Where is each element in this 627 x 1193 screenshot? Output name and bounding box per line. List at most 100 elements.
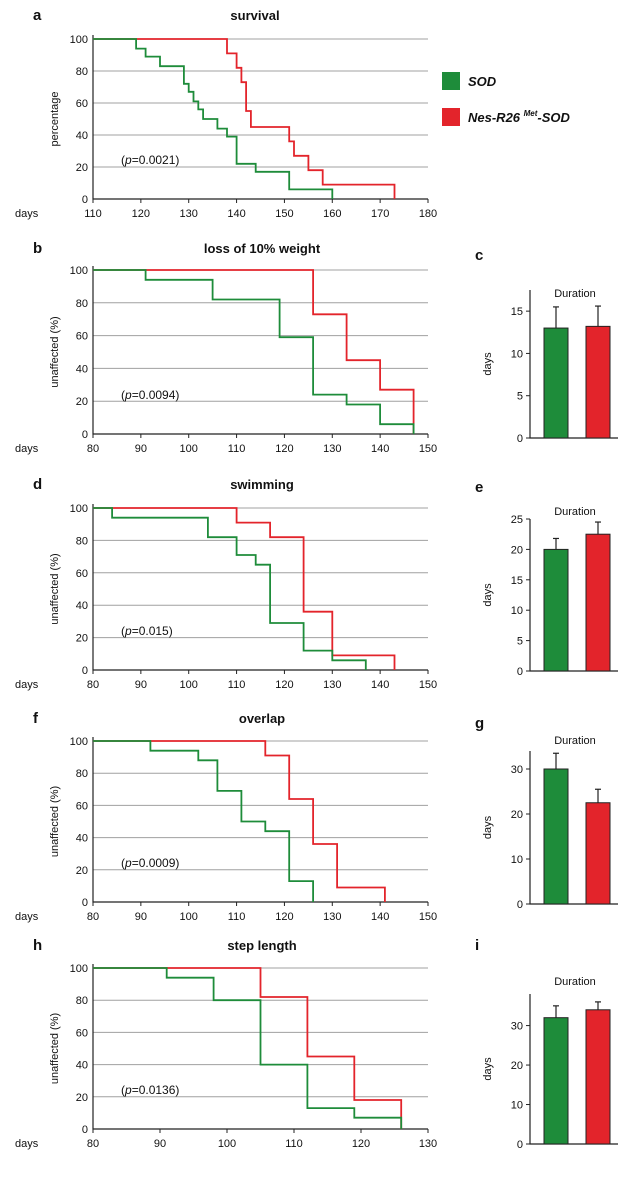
x-tick-label: 80 xyxy=(87,911,99,923)
bar-nes xyxy=(585,325,611,439)
y-tick-label: 40 xyxy=(76,833,88,845)
y-tick-label: 20 xyxy=(511,809,523,821)
y-tick-label: 5 xyxy=(517,636,523,648)
y-tick-label: 80 xyxy=(76,535,88,547)
x-tick-label: 80 xyxy=(87,679,99,691)
panel-letter-h: h xyxy=(33,937,42,954)
x-tick-label: 110 xyxy=(228,911,246,923)
y-tick-label: 20 xyxy=(76,865,88,877)
p-value-f: (p=0.0009) xyxy=(121,856,179,870)
x-tick-label: 130 xyxy=(419,1138,437,1150)
y-tick-label: 40 xyxy=(76,1060,88,1072)
x-tick-label: 150 xyxy=(419,911,437,923)
p-value-d: (p=0.015) xyxy=(121,624,173,638)
series-line-sod xyxy=(93,967,403,1129)
y-tick-label: 0 xyxy=(82,429,88,441)
y-tick-label: 15 xyxy=(511,306,523,318)
bar-sod xyxy=(543,768,569,905)
legend-label-tail: -SOD xyxy=(537,110,570,125)
x-tick-label: 100 xyxy=(180,679,198,691)
panel-letter-g: g xyxy=(475,715,484,732)
bar-subtitle-c: Duration xyxy=(554,288,596,300)
x-tick-label: 90 xyxy=(135,679,147,691)
y-axis-label-d: unaffected (%) xyxy=(49,553,61,624)
y-tick-label: 40 xyxy=(76,130,88,142)
y-tick-label: 80 xyxy=(76,995,88,1007)
axes-a xyxy=(92,35,428,200)
bar-y-label-g: days xyxy=(482,815,494,839)
y-tick-label: 20 xyxy=(76,1092,88,1104)
x-tick-label: 170 xyxy=(371,208,389,220)
bar-subtitle-e: Duration xyxy=(554,506,596,518)
x-tick-label: 90 xyxy=(154,1138,166,1150)
x-tick-label: 110 xyxy=(285,1138,303,1150)
panel-b: b loss of 10% weight 0 20 40 60 80 100 80 90 100 11… xyxy=(15,240,437,455)
x-tick-label: 180 xyxy=(419,208,437,220)
panel-i: i Duration 0 10 20 30 days xyxy=(475,937,618,1151)
series-line-nes xyxy=(93,740,386,902)
y-tick-label: 10 xyxy=(511,605,523,617)
y-tick-label: 15 xyxy=(511,575,523,587)
legend-swatch-sod xyxy=(442,72,460,90)
p-value-a: (p=0.0021) xyxy=(121,153,179,167)
y-tick-label: 100 xyxy=(70,265,88,277)
series-line-sod xyxy=(93,269,415,434)
panel-letter-b: b xyxy=(33,240,42,257)
y-tick-label: 100 xyxy=(70,736,88,748)
y-tick-label: 10 xyxy=(511,854,523,866)
series-line-sod xyxy=(93,507,367,670)
axes-f xyxy=(92,737,428,903)
y-tick-label: 80 xyxy=(76,768,88,780)
panel-letter-f: f xyxy=(33,710,39,727)
x-tick-label: 130 xyxy=(323,679,341,691)
x-tick-label: 90 xyxy=(135,443,147,455)
legend-item-nes: Nes-R26 Met-SOD xyxy=(442,108,571,126)
y-tick-label: 0 xyxy=(82,1124,88,1136)
x-tick-label: 140 xyxy=(371,679,389,691)
y-axis-label-a: percentage xyxy=(49,91,61,146)
chart-title-h: step length xyxy=(227,938,296,953)
series-line-nes xyxy=(93,269,415,434)
y-tick-label: 10 xyxy=(511,1100,523,1112)
x-tick-label: 100 xyxy=(180,443,198,455)
panel-a: a survival 0 20 40 60 80 100 110 120 130 140 150 160 1… xyxy=(15,7,437,220)
panel-letter-a: a xyxy=(33,7,42,24)
panel-g: g Duration 0 10 20 30 days xyxy=(475,715,618,911)
y-tick-label: 80 xyxy=(76,66,88,78)
x-tick-label: 130 xyxy=(323,443,341,455)
y-tick-label: 0 xyxy=(82,665,88,677)
bar-subtitle-g: Duration xyxy=(554,735,596,747)
y-tick-label: 40 xyxy=(76,363,88,375)
y-tick-label: 0 xyxy=(517,666,523,678)
x-tick-label: 140 xyxy=(371,911,389,923)
bar-subtitle-i: Duration xyxy=(554,976,596,988)
x-tick-label: 120 xyxy=(132,208,150,220)
y-tick-label: 40 xyxy=(76,600,88,612)
y-tick-label: 0 xyxy=(517,433,523,445)
x-tick-label: 120 xyxy=(275,679,293,691)
legend: SOD Nes-R26 Met-SOD xyxy=(442,72,571,126)
panel-c: c Duration 0 5 10 15 days xyxy=(475,247,618,445)
panel-f: f overlap 0 20 40 60 80 100 80 90 100 110 120 130 140 1… xyxy=(15,710,437,923)
y-tick-label: 60 xyxy=(76,331,88,343)
y-tick-label: 100 xyxy=(70,503,88,515)
y-tick-label: 20 xyxy=(76,633,88,645)
x-tick-label: 120 xyxy=(352,1138,370,1150)
y-tick-label: 0 xyxy=(517,1139,523,1151)
x-tick-label: 140 xyxy=(227,208,245,220)
panel-e: e Duration 0 5 10 15 20 25 days xyxy=(475,479,618,678)
x-tick-label: 100 xyxy=(180,911,198,923)
x-tick-label: 130 xyxy=(180,208,198,220)
bar-nes xyxy=(585,1009,611,1145)
x-tick-label: 140 xyxy=(371,443,389,455)
y-tick-label: 20 xyxy=(511,544,523,556)
panel-letter-i: i xyxy=(475,937,479,954)
legend-swatch-nes xyxy=(442,108,460,126)
y-axis-label-b: unaffected (%) xyxy=(49,316,61,387)
panel-letter-e: e xyxy=(475,479,483,496)
bar-sod xyxy=(543,327,569,439)
series-line-nes xyxy=(93,38,396,199)
panel-d: d swimming 0 20 40 60 80 100 80 90 100 110 120 130 140… xyxy=(15,476,437,691)
x-tick-label: 80 xyxy=(87,1138,99,1150)
x-unit-label: days xyxy=(15,679,39,691)
